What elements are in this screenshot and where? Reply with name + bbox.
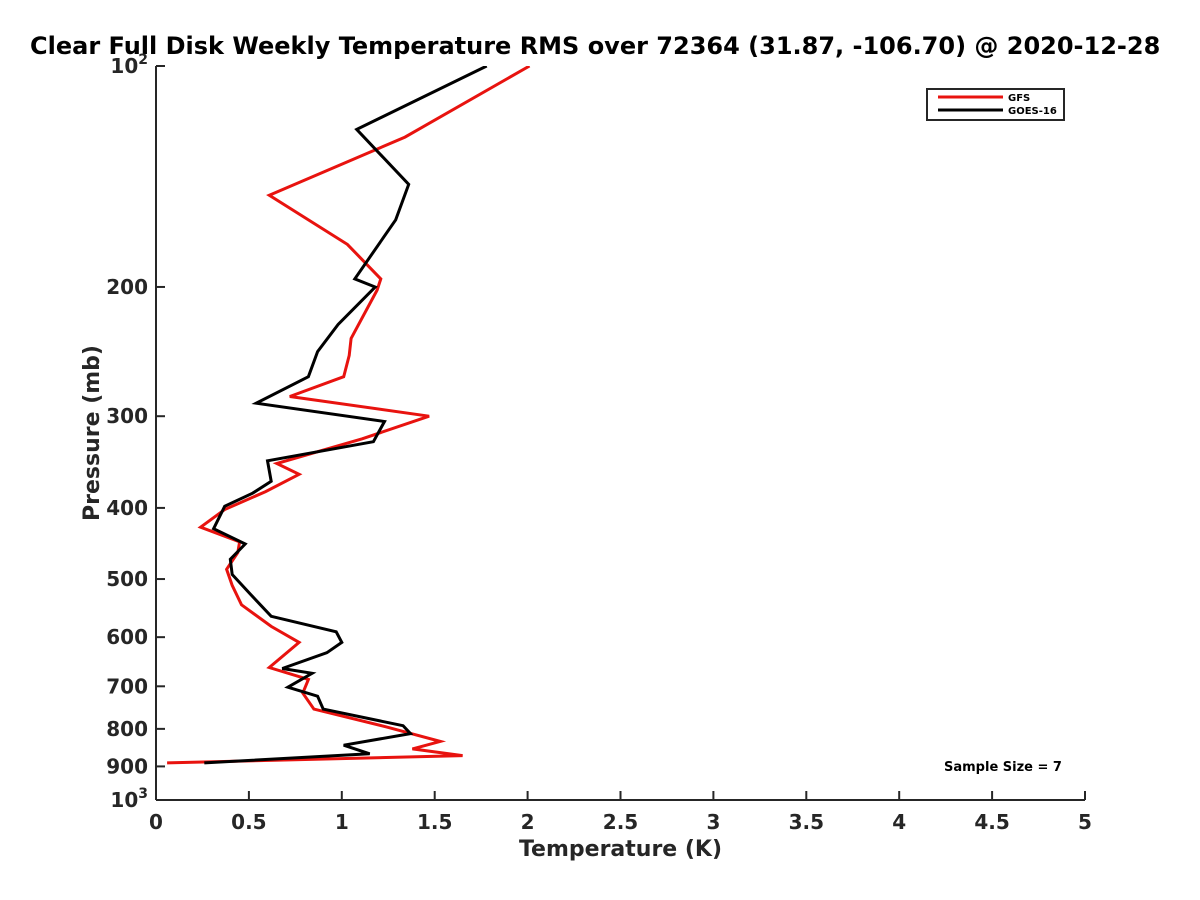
y-tick-base: 10 <box>110 788 138 812</box>
y-tick-label: 400 <box>106 496 148 520</box>
axes: 0 0.5 1 1.5 2 2.5 3 3.5 4 4.5 51022003004005006007… <box>106 52 1092 834</box>
x-tick-label: 2 <box>521 810 535 834</box>
x-tick-label: 1 <box>335 810 349 834</box>
y-tick-label: 102 <box>110 52 148 78</box>
y-tick-label: 700 <box>106 674 148 698</box>
series-layer <box>167 66 531 765</box>
y-tick-base: 10 <box>110 54 138 78</box>
legend: GFS GOES-16 <box>926 88 1065 121</box>
x-tick-label: 0 <box>149 810 163 834</box>
y-tick-exponent: 2 <box>138 52 148 68</box>
x-tick-label: 3.5 <box>789 810 824 834</box>
x-axis-label: Temperature (K) <box>519 837 722 862</box>
series-line-goes-16 <box>204 66 488 765</box>
chart-title: Clear Full Disk Weekly Temperature RMS o… <box>30 32 1160 60</box>
y-tick-exponent: 3 <box>138 786 148 802</box>
x-tick-label: 4.5 <box>974 810 1009 834</box>
x-tick-label: 4 <box>892 810 906 834</box>
legend-label: GOES-16 <box>1008 106 1057 117</box>
x-tick-label: 5 <box>1078 810 1092 834</box>
x-tick-label: 2.5 <box>603 810 638 834</box>
sample-size-annotation: Sample Size = 7 <box>944 760 1062 775</box>
y-tick-label: 200 <box>106 275 148 299</box>
y-tick-label: 300 <box>106 404 148 428</box>
x-tick-label: 1.5 <box>417 810 452 834</box>
x-tick-label: 3 <box>706 810 720 834</box>
y-tick-label: 500 <box>106 567 148 591</box>
series-line-gfs <box>167 66 531 765</box>
legend-box <box>926 88 1065 121</box>
y-tick-label: 103 <box>110 786 148 812</box>
y-tick-label: 800 <box>106 717 148 741</box>
x-tick-label: 0.5 <box>231 810 266 834</box>
legend-label: GFS <box>1008 93 1030 104</box>
y-tick-label: 600 <box>106 625 148 649</box>
y-tick-label: 900 <box>106 754 148 778</box>
y-axis-label: Pressure (mb) <box>80 345 105 521</box>
